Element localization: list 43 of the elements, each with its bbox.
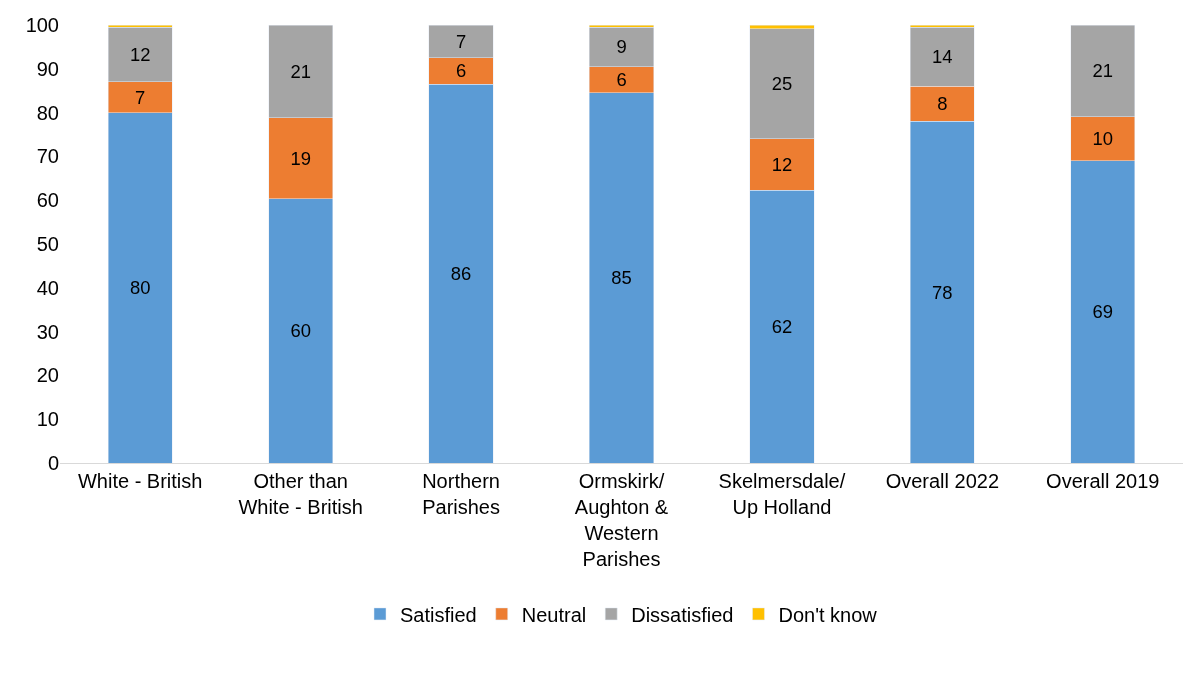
data-label: 6 [616,69,627,91]
data-label: 69 [1092,301,1114,323]
legend-label: Neutral [521,603,587,626]
y-tick-label: 30 [36,320,59,343]
data-label: 62 [771,316,793,338]
x-tick-label: Overall 2019 [1046,470,1160,492]
data-label: 7 [135,86,146,108]
data-label: 10 [1092,128,1114,150]
data-label: 80 [129,277,151,299]
y-tick-label: 80 [36,101,59,124]
x-tick-label: Northern Parishes [422,470,500,518]
data-label: 21 [1092,60,1114,82]
x-tick-label: Other than White - British [238,470,363,518]
data-label: 12 [129,44,151,66]
data-label: 78 [932,281,953,303]
y-tick-label: 10 [36,408,59,431]
x-tick-label: White - British [77,470,203,492]
y-tick-label: 40 [36,276,59,299]
data-label: 14 [932,46,953,68]
y-tick-label: 50 [36,233,59,255]
data-label: 6 [455,60,467,82]
y-tick-label: 100 [25,14,59,36]
x-tick-label: Skelmersdale/ Up Holland [718,470,846,518]
legend-label: Dissatisfied [631,603,734,626]
y-tick-label: 20 [36,364,59,387]
x-tick-label: Overall 2022 [885,470,1000,492]
data-label: 25 [771,73,793,95]
data-label: 9 [616,36,627,58]
y-tick-label: 0 [47,452,59,474]
legend-label: Don't know [778,603,878,626]
data-label: 7 [455,30,467,52]
y-tick-label: 60 [36,189,59,212]
legend-label: Satisfied [400,603,477,626]
data-label: 21 [290,60,311,82]
data-label: 60 [290,320,311,342]
data-label: 86 [450,263,472,285]
data-label: 12 [771,153,793,175]
y-tick-label: 90 [36,57,59,80]
data-label: 19 [290,147,311,169]
x-tick-label: Ormskirk/ Aughton & Western Parishes [574,470,669,570]
data-label: 85 [611,267,632,289]
data-label: 8 [937,93,948,115]
y-tick-label: 70 [36,145,59,168]
